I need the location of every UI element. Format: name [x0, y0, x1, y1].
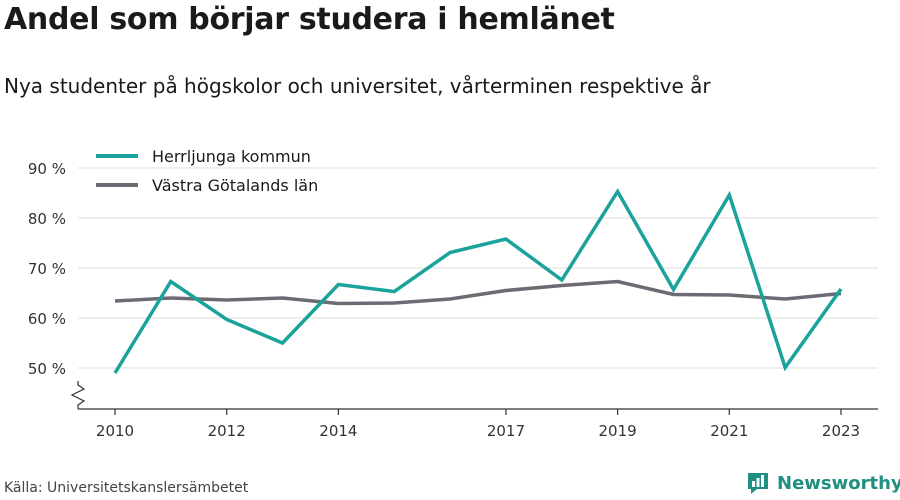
axes: 50 % 60 % 70 % 80 % 90 % 2010 2012 2014 2017 2019…	[28, 160, 878, 440]
y-tick-label: 60 %	[28, 310, 66, 328]
y-tick-label: 70 %	[28, 260, 66, 278]
x-tick-label: 2014	[319, 422, 357, 440]
x-tick-label: 2021	[710, 422, 748, 440]
y-tick-label: 80 %	[28, 210, 66, 228]
gridlines	[78, 167, 878, 369]
x-tick-label: 2010	[96, 422, 134, 440]
y-axis-break-icon	[70, 381, 86, 409]
chart-subtitle: Nya studenter på högskolor och universit…	[4, 74, 711, 98]
series-line	[113, 188, 843, 374]
x-tick-label: 2012	[208, 422, 246, 440]
brand-name: Newsworthy	[777, 472, 900, 494]
x-tick-label: 2019	[599, 422, 637, 440]
series-line	[114, 279, 842, 306]
series-lines	[113, 188, 843, 374]
legend-label: Herrljunga kommun	[152, 147, 311, 166]
source-note: Källa: Universitetskanslersämbetet	[4, 480, 249, 496]
brand-logo: Newsworthy	[745, 470, 900, 496]
y-tick-label: 50 %	[28, 360, 66, 378]
y-tick-label: 90 %	[28, 160, 66, 178]
chart-title: Andel som börjar studera i hemlänet	[4, 2, 615, 37]
x-tick-label: 2023	[822, 422, 860, 440]
legend: Herrljunga kommun Västra Götalands län	[96, 147, 318, 195]
legend-label: Västra Götalands län	[152, 176, 318, 195]
x-tick-label: 2017	[487, 422, 525, 440]
bar-chart-icon	[748, 473, 768, 494]
